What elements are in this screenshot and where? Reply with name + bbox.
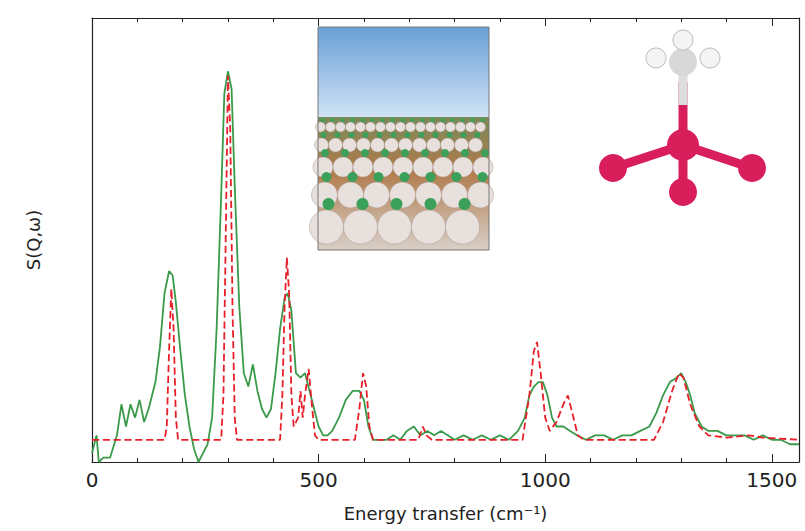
svg-text:1000: 1000 [520,468,571,492]
svg-text:1500: 1500 [746,468,797,492]
svg-text:0: 0 [86,468,99,492]
svg-text:Energy transfer (cm⁻¹): Energy transfer (cm⁻¹) [344,503,548,524]
svg-text:S(Q,ω): S(Q,ω) [23,210,44,270]
svg-text:500: 500 [300,468,338,492]
